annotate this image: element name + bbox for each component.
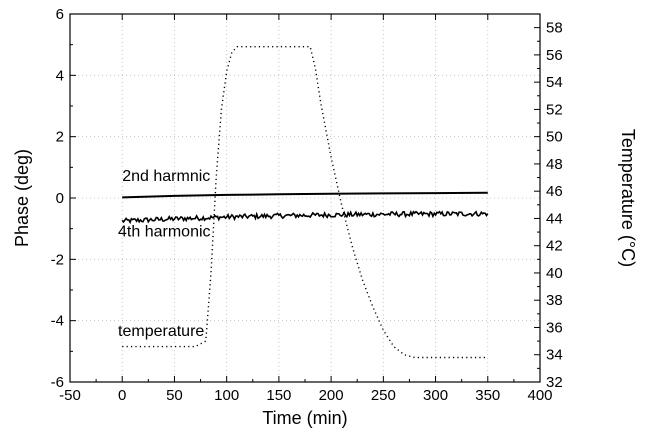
x-tick-label: 0	[118, 387, 126, 404]
x-tick-label: 50	[166, 387, 183, 404]
y-tick-label: 2	[56, 129, 64, 146]
y2-tick-label: 38	[546, 292, 563, 309]
y2-tick-label: 52	[546, 101, 563, 118]
annotation-label: temperature	[118, 323, 204, 340]
y2-tick-label: 56	[546, 47, 563, 64]
y2-tick-label: 46	[546, 183, 563, 200]
x-tick-label: 100	[214, 387, 239, 404]
y-tick-label: 6	[56, 6, 64, 23]
x-axis-title: Time (min)	[262, 408, 347, 428]
x-tick-label: 250	[371, 387, 396, 404]
y-tick-label: -2	[51, 251, 64, 268]
annotations: 2nd harmnic 4th harmonic temperature	[118, 168, 210, 340]
series-line-1	[122, 191, 488, 199]
x-tick-label: 150	[266, 387, 291, 404]
y2-tick-label: 50	[546, 129, 563, 146]
annotation-label: 2nd harmnic	[122, 168, 210, 185]
y-tick-label: -4	[51, 313, 64, 330]
y2-axis-title: Temperature (°C)	[618, 129, 638, 267]
x-tick-label: 350	[475, 387, 500, 404]
annotation-label: 4th harmonic	[118, 223, 210, 240]
y2-tick-label: 34	[546, 347, 563, 364]
y2-tick-label: 44	[546, 210, 563, 227]
axis-ticks: -50 0 50 100 150 200 250 300 350 400-6-4-20246323…	[51, 6, 563, 404]
x-tick-label: 200	[319, 387, 344, 404]
y2-tick-label: 58	[546, 20, 563, 37]
y-tick-label: 0	[56, 190, 64, 207]
y-axis-title: Phase (deg)	[12, 149, 32, 247]
y2-tick-label: 42	[546, 238, 563, 255]
x-tick-label: 300	[423, 387, 448, 404]
series-line-3	[122, 46, 488, 359]
x-tick-label: -50	[59, 387, 81, 404]
series-line-2	[121, 209, 489, 225]
y2-tick-label: 32	[546, 374, 563, 391]
series-layer	[121, 46, 489, 359]
x-tick-label: 400	[527, 387, 552, 404]
y2-tick-label: 40	[546, 265, 563, 282]
y2-tick-label: 36	[546, 319, 563, 336]
y2-tick-label: 54	[546, 74, 563, 91]
y-tick-label: -6	[51, 374, 64, 391]
y2-tick-label: 48	[546, 156, 563, 173]
y-tick-label: 4	[56, 67, 64, 84]
